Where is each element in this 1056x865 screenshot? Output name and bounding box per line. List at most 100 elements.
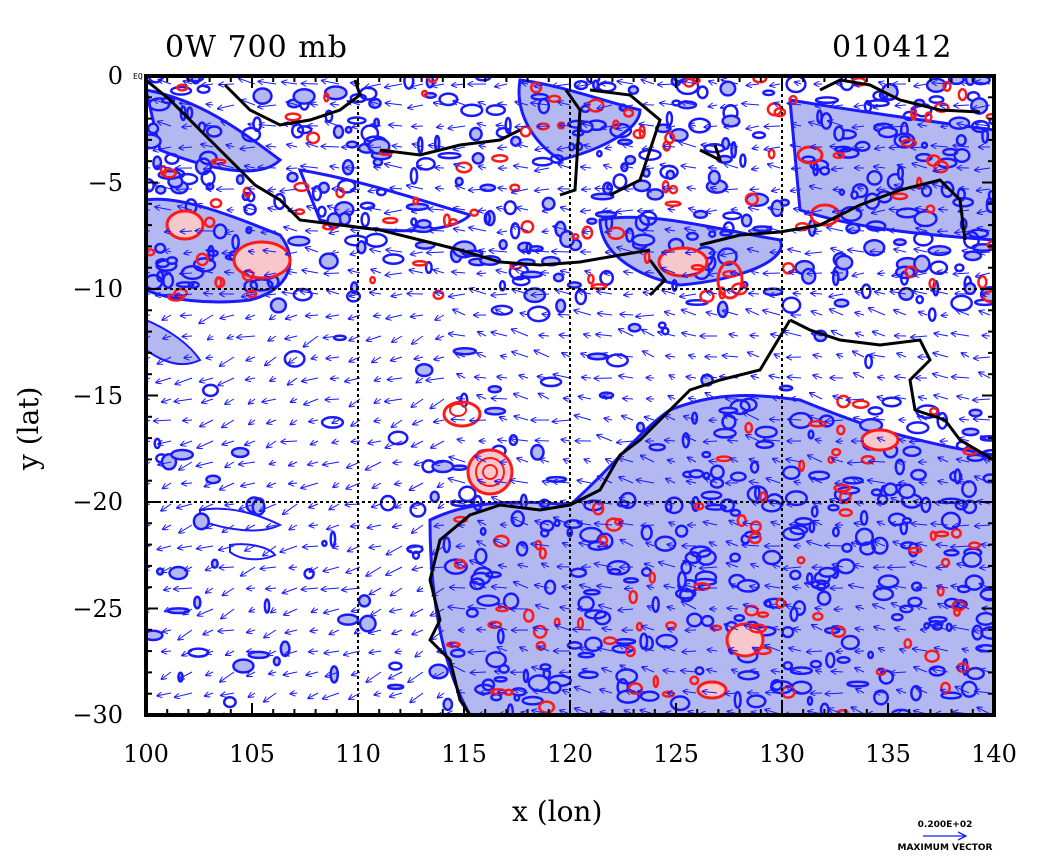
wind-vector-arrow [636, 315, 655, 317]
wind-vector-arrow [498, 188, 508, 189]
blue-contour-blob [546, 680, 562, 695]
wind-vector-arrow [386, 566, 403, 575]
wind-vector-arrow [222, 419, 235, 427]
blue-contour-blob [437, 151, 462, 160]
blue-contour-blob [752, 225, 773, 233]
wind-vector-arrow [669, 209, 676, 210]
wind-vector-arrow [247, 672, 256, 676]
wind-vector-arrow [582, 189, 592, 190]
blue-contour-blob [782, 660, 794, 671]
blue-contour-blob [596, 149, 603, 158]
wind-vector-arrow [960, 419, 970, 420]
blue-contour-blob [609, 122, 633, 139]
wind-vector-arrow [330, 630, 340, 634]
wind-vector-arrow [707, 312, 718, 315]
blue-contour-blob [700, 614, 715, 628]
wind-vector-arrow [407, 546, 424, 549]
blue-contour-blob [881, 396, 902, 408]
blue-contour-blob [569, 567, 588, 578]
wind-vector-arrow [158, 462, 172, 465]
wind-vector-arrow [498, 147, 508, 148]
wind-vector-arrow [749, 208, 760, 211]
wind-vector-arrow [454, 229, 466, 231]
blue-contour-blob [674, 524, 689, 538]
blue-contour-blob [468, 126, 483, 142]
blue-contour-blob [814, 96, 840, 105]
wind-vector-arrow [240, 503, 256, 509]
wind-vector-arrow [206, 357, 214, 358]
wind-vector-arrow [436, 188, 445, 189]
blue-contour-blob [504, 116, 512, 135]
blue-contour-blob [414, 362, 434, 378]
wind-vector-arrow [333, 483, 340, 487]
wind-vector-arrow [498, 604, 508, 610]
blue-contour-blob [530, 92, 549, 101]
blue-contour-blob [864, 353, 874, 370]
blue-contour-blob [232, 658, 255, 674]
wind-vector-arrow [181, 315, 193, 316]
red-contour-blob [749, 520, 762, 533]
wind-vector-arrow [749, 293, 760, 294]
wind-vector-arrow [185, 567, 193, 570]
red-contour-blob [942, 80, 952, 92]
red-contour-blob [602, 636, 617, 646]
wind-vector-arrow [581, 210, 592, 211]
wind-vector-arrow [385, 164, 403, 169]
blue-contour-blob [913, 231, 934, 247]
blue-contour-blob [498, 238, 508, 251]
wind-vector-arrow [750, 189, 760, 190]
wind-vector-arrow [581, 167, 592, 168]
blue-contour-blob [429, 490, 440, 504]
wind-vector-arrow [788, 419, 802, 420]
wind-vector-arrow [327, 524, 340, 529]
wind-vector-arrow [814, 503, 823, 504]
wind-vector-arrow [434, 103, 445, 105]
wind-vector-arrow [658, 84, 676, 85]
wind-vector-arrow [663, 188, 676, 189]
wind-vector-arrow [221, 693, 235, 695]
wind-vector-arrow [583, 231, 592, 232]
wind-vector-arrow [539, 335, 550, 336]
red-contour-blob [306, 131, 321, 145]
x-tick-label: 110 [335, 740, 381, 768]
wind-vector-arrow [539, 647, 550, 652]
blue-contour-blob [382, 253, 405, 265]
wind-vector-arrow [355, 630, 360, 633]
wind-vector-arrow [312, 609, 319, 612]
blue-contour-blob [287, 235, 311, 247]
blue-contour-blob [360, 211, 371, 228]
blue-contour-blob [809, 659, 823, 669]
blue-contour-blob [386, 683, 405, 691]
red-contour-blob [831, 447, 842, 457]
wind-vector-arrow [449, 294, 466, 297]
wind-vector-arrow [479, 166, 487, 168]
wind-vector-arrow [560, 672, 571, 673]
blue-contour-blob [806, 695, 814, 706]
red-contour-blob [412, 196, 420, 206]
wind-vector-arrow [285, 650, 298, 655]
wind-vector-arrow [175, 377, 193, 384]
wind-vector-arrow [304, 398, 319, 405]
wind-vector-arrow [304, 335, 319, 347]
wind-vector-arrow [681, 166, 697, 168]
wind-vector-arrow [478, 480, 487, 483]
blue-contour-blob [417, 136, 424, 154]
wind-vector-arrow [310, 525, 319, 526]
blue-contour-blob [877, 574, 900, 589]
blue-contour-blob [836, 656, 851, 664]
wind-vector-arrow [184, 81, 193, 84]
wind-vector-arrow [366, 671, 382, 682]
wind-vector-arrow [562, 353, 571, 357]
wind-vector-arrow [223, 587, 235, 595]
wind-vector-arrow [831, 248, 844, 252]
blue-contour-blob [733, 690, 742, 709]
blue-contour-blob [866, 170, 883, 186]
wind-vector-arrow [457, 374, 466, 378]
wind-vector-arrow [564, 398, 571, 399]
wind-vector-arrow [323, 692, 340, 699]
red-contour-blob [953, 607, 961, 617]
wind-vector-arrow [453, 101, 466, 106]
wind-vector-arrow [641, 230, 655, 231]
blue-contour-blob [709, 464, 725, 480]
blue-contour-blob [433, 134, 441, 153]
